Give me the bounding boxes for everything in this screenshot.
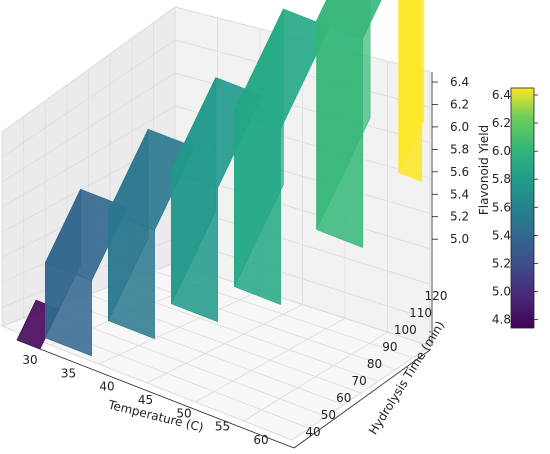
colorbar-tick-label: 5.0 — [492, 285, 511, 299]
x-tick-label: 55 — [215, 420, 230, 434]
colorbar-tick-label: 6.4 — [492, 88, 511, 102]
y-tick-label: 110 — [409, 306, 432, 320]
y-tick-label: 90 — [382, 340, 397, 354]
colorbar-tick-label: 4.8 — [492, 313, 511, 327]
z-tick-label: 5.0 — [450, 232, 469, 246]
x-axis-line — [16, 339, 295, 449]
z-tick-label: 6.0 — [450, 120, 469, 134]
colorbar-tick-label: 6.2 — [492, 116, 511, 130]
z-tick-label: 5.8 — [450, 142, 469, 156]
x-tick-label: 35 — [61, 366, 76, 380]
y-tick-label: 70 — [351, 374, 366, 388]
floor-grid-line — [45, 309, 327, 417]
y-tick-label: 50 — [321, 408, 336, 422]
surface-step-top — [316, 0, 382, 40]
floor-grid-line — [1, 325, 293, 441]
x-tick-label: 60 — [253, 433, 268, 447]
x-tick-label: 40 — [99, 380, 114, 394]
surface — [16, 0, 425, 357]
z-tick-label: 5.6 — [450, 165, 469, 179]
axes: 303540455055604050607080901001101205.05.… — [16, 72, 469, 449]
y-tick-label: 40 — [305, 425, 320, 439]
y-tick-label: 100 — [394, 323, 417, 337]
y-tick-label: 60 — [336, 391, 351, 405]
x-tick-label: 30 — [22, 353, 37, 367]
z-tick-label: 5.4 — [450, 187, 469, 201]
y-tick-label: 120 — [425, 289, 448, 303]
colorbar — [510, 87, 535, 329]
colorbar-tick-label: 5.2 — [492, 256, 511, 270]
colorbar-tick-label: 5.8 — [492, 172, 511, 186]
colorbar-ticks: 4.8 5.0 5.2 5.4 5.6 5.8 6.0 6.2 6.4 — [492, 88, 538, 327]
colorbar-tick-label: 5.6 — [492, 200, 511, 214]
y-axis-line — [293, 349, 431, 449]
surface-step-side — [398, 0, 425, 173]
colorbar-tick-label: 6.0 — [492, 144, 511, 158]
z-tick-label: 6.4 — [450, 75, 469, 89]
x-tick-label: 50 — [176, 406, 191, 420]
x-tick-label: 45 — [138, 393, 153, 407]
z-tick-label: 6.2 — [450, 98, 469, 112]
z-axis-label: Flavonoid Yield — [477, 125, 491, 215]
y-tick-label: 80 — [367, 357, 382, 371]
colorbar-tick-label: 5.4 — [492, 228, 511, 242]
z-tick-label: 5.2 — [450, 210, 469, 224]
surface-step-side — [316, 0, 371, 230]
